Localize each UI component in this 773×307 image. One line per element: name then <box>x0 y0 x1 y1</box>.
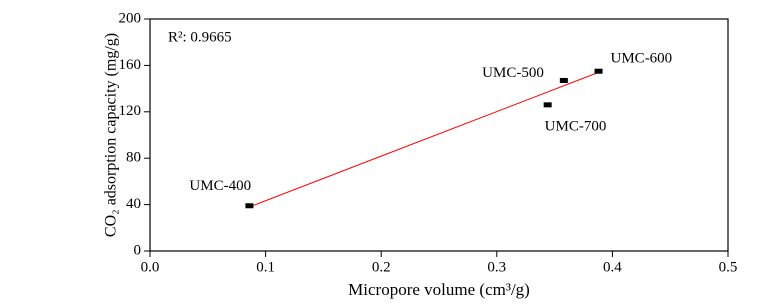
x-tick-label: 0.3 <box>487 259 506 275</box>
annotation: R²: 0.9665 <box>168 29 232 45</box>
point-label: UMC-600 <box>611 51 673 67</box>
y-tick-label: 40 <box>126 196 141 212</box>
point <box>559 77 568 83</box>
point <box>245 203 254 209</box>
point-label: UMC-700 <box>545 118 607 134</box>
y-tick-label: 80 <box>126 150 141 166</box>
fit-line <box>249 71 599 208</box>
x-tick-label: 0.1 <box>256 259 275 275</box>
x-tick-label: 0.0 <box>141 259 160 275</box>
y-tick-label: 0 <box>134 242 142 258</box>
x-axis-label: Micropore volume (cm³/g) <box>348 280 530 299</box>
x-tick-label: 0.4 <box>603 259 622 275</box>
y-axis-label: CO₂ adsorption capacity (mg/g) <box>103 33 120 237</box>
y-tick-label: 160 <box>119 57 142 73</box>
y-tick-label: 200 <box>119 10 142 26</box>
plot-frame <box>149 18 729 252</box>
point-label: UMC-400 <box>189 178 251 194</box>
point <box>543 102 552 108</box>
x-tick-label: 0.5 <box>719 259 738 275</box>
y-tick-label: 120 <box>119 103 142 119</box>
point <box>594 68 603 74</box>
x-tick-label: 0.2 <box>372 259 391 275</box>
point-label: UMC-500 <box>482 65 544 81</box>
